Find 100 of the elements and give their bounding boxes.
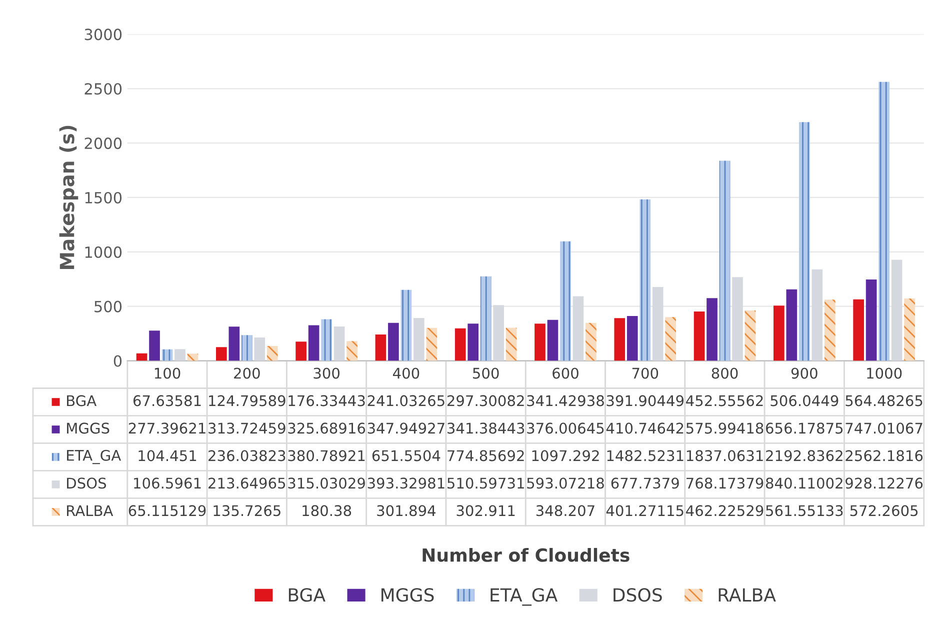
data-label: 67.63581 <box>133 395 201 406</box>
y-axis-title: Makespan (s) <box>59 126 78 270</box>
data-label: 656.17875 <box>766 422 843 434</box>
data-label: 376.00645 <box>527 422 604 434</box>
y-tick-label: 500 <box>94 300 122 312</box>
data-label: 564.48265 <box>846 395 922 406</box>
data-label: 341.42938 <box>527 395 604 406</box>
data-label: 315.03029 <box>288 478 365 489</box>
data-label: 1097.292 <box>532 450 599 462</box>
text: RALBA <box>718 588 776 602</box>
text: DSOS <box>614 588 662 602</box>
text: ETA_GA <box>490 588 558 606</box>
data-label: 747.01067 <box>846 422 922 434</box>
legend-label: DSOS <box>67 478 106 489</box>
bar <box>468 324 479 361</box>
x-tick-label: 200 <box>234 368 260 379</box>
data-label: 677.7379 <box>611 478 679 489</box>
data-label: 575.99418 <box>686 422 764 434</box>
text: Number of Cloudlets <box>422 548 630 562</box>
data-label: 302.911 <box>456 505 515 516</box>
bar <box>216 347 227 361</box>
data-label: 651.5504 <box>372 450 440 462</box>
bar <box>904 298 915 361</box>
bar <box>786 289 798 361</box>
data-label: 313.72459 <box>208 422 286 434</box>
data-label: 561.55133 <box>766 505 843 516</box>
text: MGGS <box>382 588 434 602</box>
bar <box>506 328 517 361</box>
x-tick-label: 600 <box>552 368 578 379</box>
bar <box>266 346 278 361</box>
bar <box>853 299 864 361</box>
data-label: 462.22529 <box>686 505 764 516</box>
data-label: 572.2605 <box>850 505 918 516</box>
bar <box>346 341 358 361</box>
bar <box>321 319 332 361</box>
bar <box>614 318 626 361</box>
legend-label: ETA_GA <box>67 450 122 464</box>
x-tick-label: 700 <box>632 368 658 379</box>
data-label: 213.64965 <box>208 478 286 489</box>
bar <box>799 122 810 361</box>
data-label: 106.5961 <box>134 478 201 489</box>
data-label: 65.115129 <box>128 505 206 516</box>
bar <box>866 279 877 361</box>
data-label: 774.85692 <box>448 450 524 462</box>
data-label: 1837.0631 <box>686 450 763 462</box>
bar <box>824 300 836 361</box>
x-tick-label: 100 <box>154 368 180 379</box>
data-label: 840.11002 <box>766 478 842 489</box>
x-tick-label: 800 <box>712 368 738 379</box>
bar <box>774 306 784 361</box>
data-label: 2562.1816 <box>846 450 923 462</box>
data-label: 380.78921 <box>288 450 365 462</box>
x-tick-label: 400 <box>392 368 420 379</box>
bar <box>706 298 718 361</box>
data-label: 506.0449 <box>770 395 838 406</box>
bar <box>400 290 412 361</box>
y-tick-label: 1000 <box>85 246 122 258</box>
data-label: 277.39621 <box>128 422 206 434</box>
data-label: 768.17379 <box>686 478 764 489</box>
bar <box>375 334 386 361</box>
bar <box>878 82 890 361</box>
bar <box>388 322 399 361</box>
data-label: 124.79589 <box>209 395 286 406</box>
data-label: 341.38443 <box>448 422 524 434</box>
bar <box>547 320 558 361</box>
bar <box>694 312 705 361</box>
data-label: 135.7265 <box>214 505 280 516</box>
y-tick-label: 1500 <box>85 192 122 204</box>
bar <box>296 342 306 361</box>
data-label: 325.68916 <box>288 422 366 434</box>
y-tick-label: 0 <box>114 355 122 367</box>
x-tick-label: 300 <box>314 368 340 379</box>
data-label: 2192.8362 <box>766 450 842 462</box>
bar <box>136 353 148 361</box>
y-tick-label: 2000 <box>84 138 122 150</box>
data-label: 593.07218 <box>527 478 604 489</box>
data-label: 104.451 <box>138 450 196 462</box>
data-label: 410.74642 <box>606 422 684 434</box>
bar <box>308 325 320 361</box>
data-label: 241.03265 <box>368 395 444 406</box>
bar <box>719 160 730 361</box>
bar <box>665 317 676 361</box>
bar <box>162 349 173 361</box>
data-label: 1482.5231 <box>607 450 684 462</box>
bar <box>560 241 571 361</box>
bar <box>744 310 756 361</box>
bar <box>187 354 198 361</box>
data-label: 180.38 <box>302 505 352 516</box>
legend-label: BGA <box>67 395 97 406</box>
bar <box>480 276 492 361</box>
bar <box>454 328 466 361</box>
bar <box>149 330 160 361</box>
data-label: 301.894 <box>377 505 436 516</box>
x-tick-label: 500 <box>473 368 499 379</box>
data-label: 347.94927 <box>368 422 444 434</box>
bar <box>626 316 638 361</box>
data-label: 391.90449 <box>606 395 684 406</box>
text: BGA <box>288 588 326 602</box>
data-label: 928.12276 <box>846 478 923 489</box>
legend-label: RALBA <box>67 505 114 516</box>
